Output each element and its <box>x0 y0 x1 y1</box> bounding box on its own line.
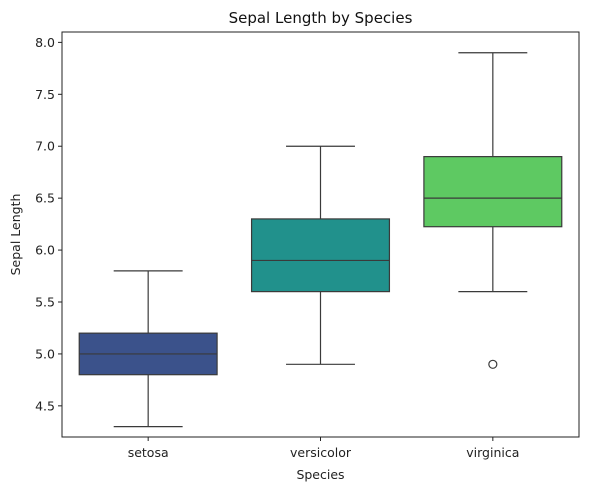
box-group-setosa <box>78 270 218 428</box>
y-tick-label: 6.5 <box>35 191 55 206</box>
x-axis-title: Species <box>296 467 344 482</box>
box-group-versicolor <box>250 145 391 365</box>
y-tick-label: 5.0 <box>35 346 55 361</box>
x-axis: setosa versicolor virginica <box>128 437 519 460</box>
y-axis: 4.5 5.0 5.5 6.0 6.5 7.0 7.5 8.0 <box>35 35 62 413</box>
plot-area <box>78 52 563 428</box>
x-tick-label-virginica: virginica <box>466 445 519 460</box>
y-tick-label: 4.5 <box>35 398 55 413</box>
x-tick-label-versicolor: versicolor <box>290 445 352 460</box>
y-tick-label: 7.0 <box>35 139 55 154</box>
box-group-virginica <box>423 52 563 369</box>
x-tick-label-setosa: setosa <box>128 445 169 460</box>
y-tick-label: 8.0 <box>35 35 55 50</box>
outlier-point <box>488 359 498 369</box>
y-tick-label: 5.5 <box>35 295 55 310</box>
box-virginica <box>423 156 563 228</box>
y-tick-label: 6.0 <box>35 243 55 258</box>
y-tick-label: 7.5 <box>35 87 55 102</box>
box-versicolor <box>250 218 391 293</box>
y-axis-title: Sepal Length <box>8 194 23 276</box>
chart-title: Sepal Length by Species <box>229 9 413 27</box>
